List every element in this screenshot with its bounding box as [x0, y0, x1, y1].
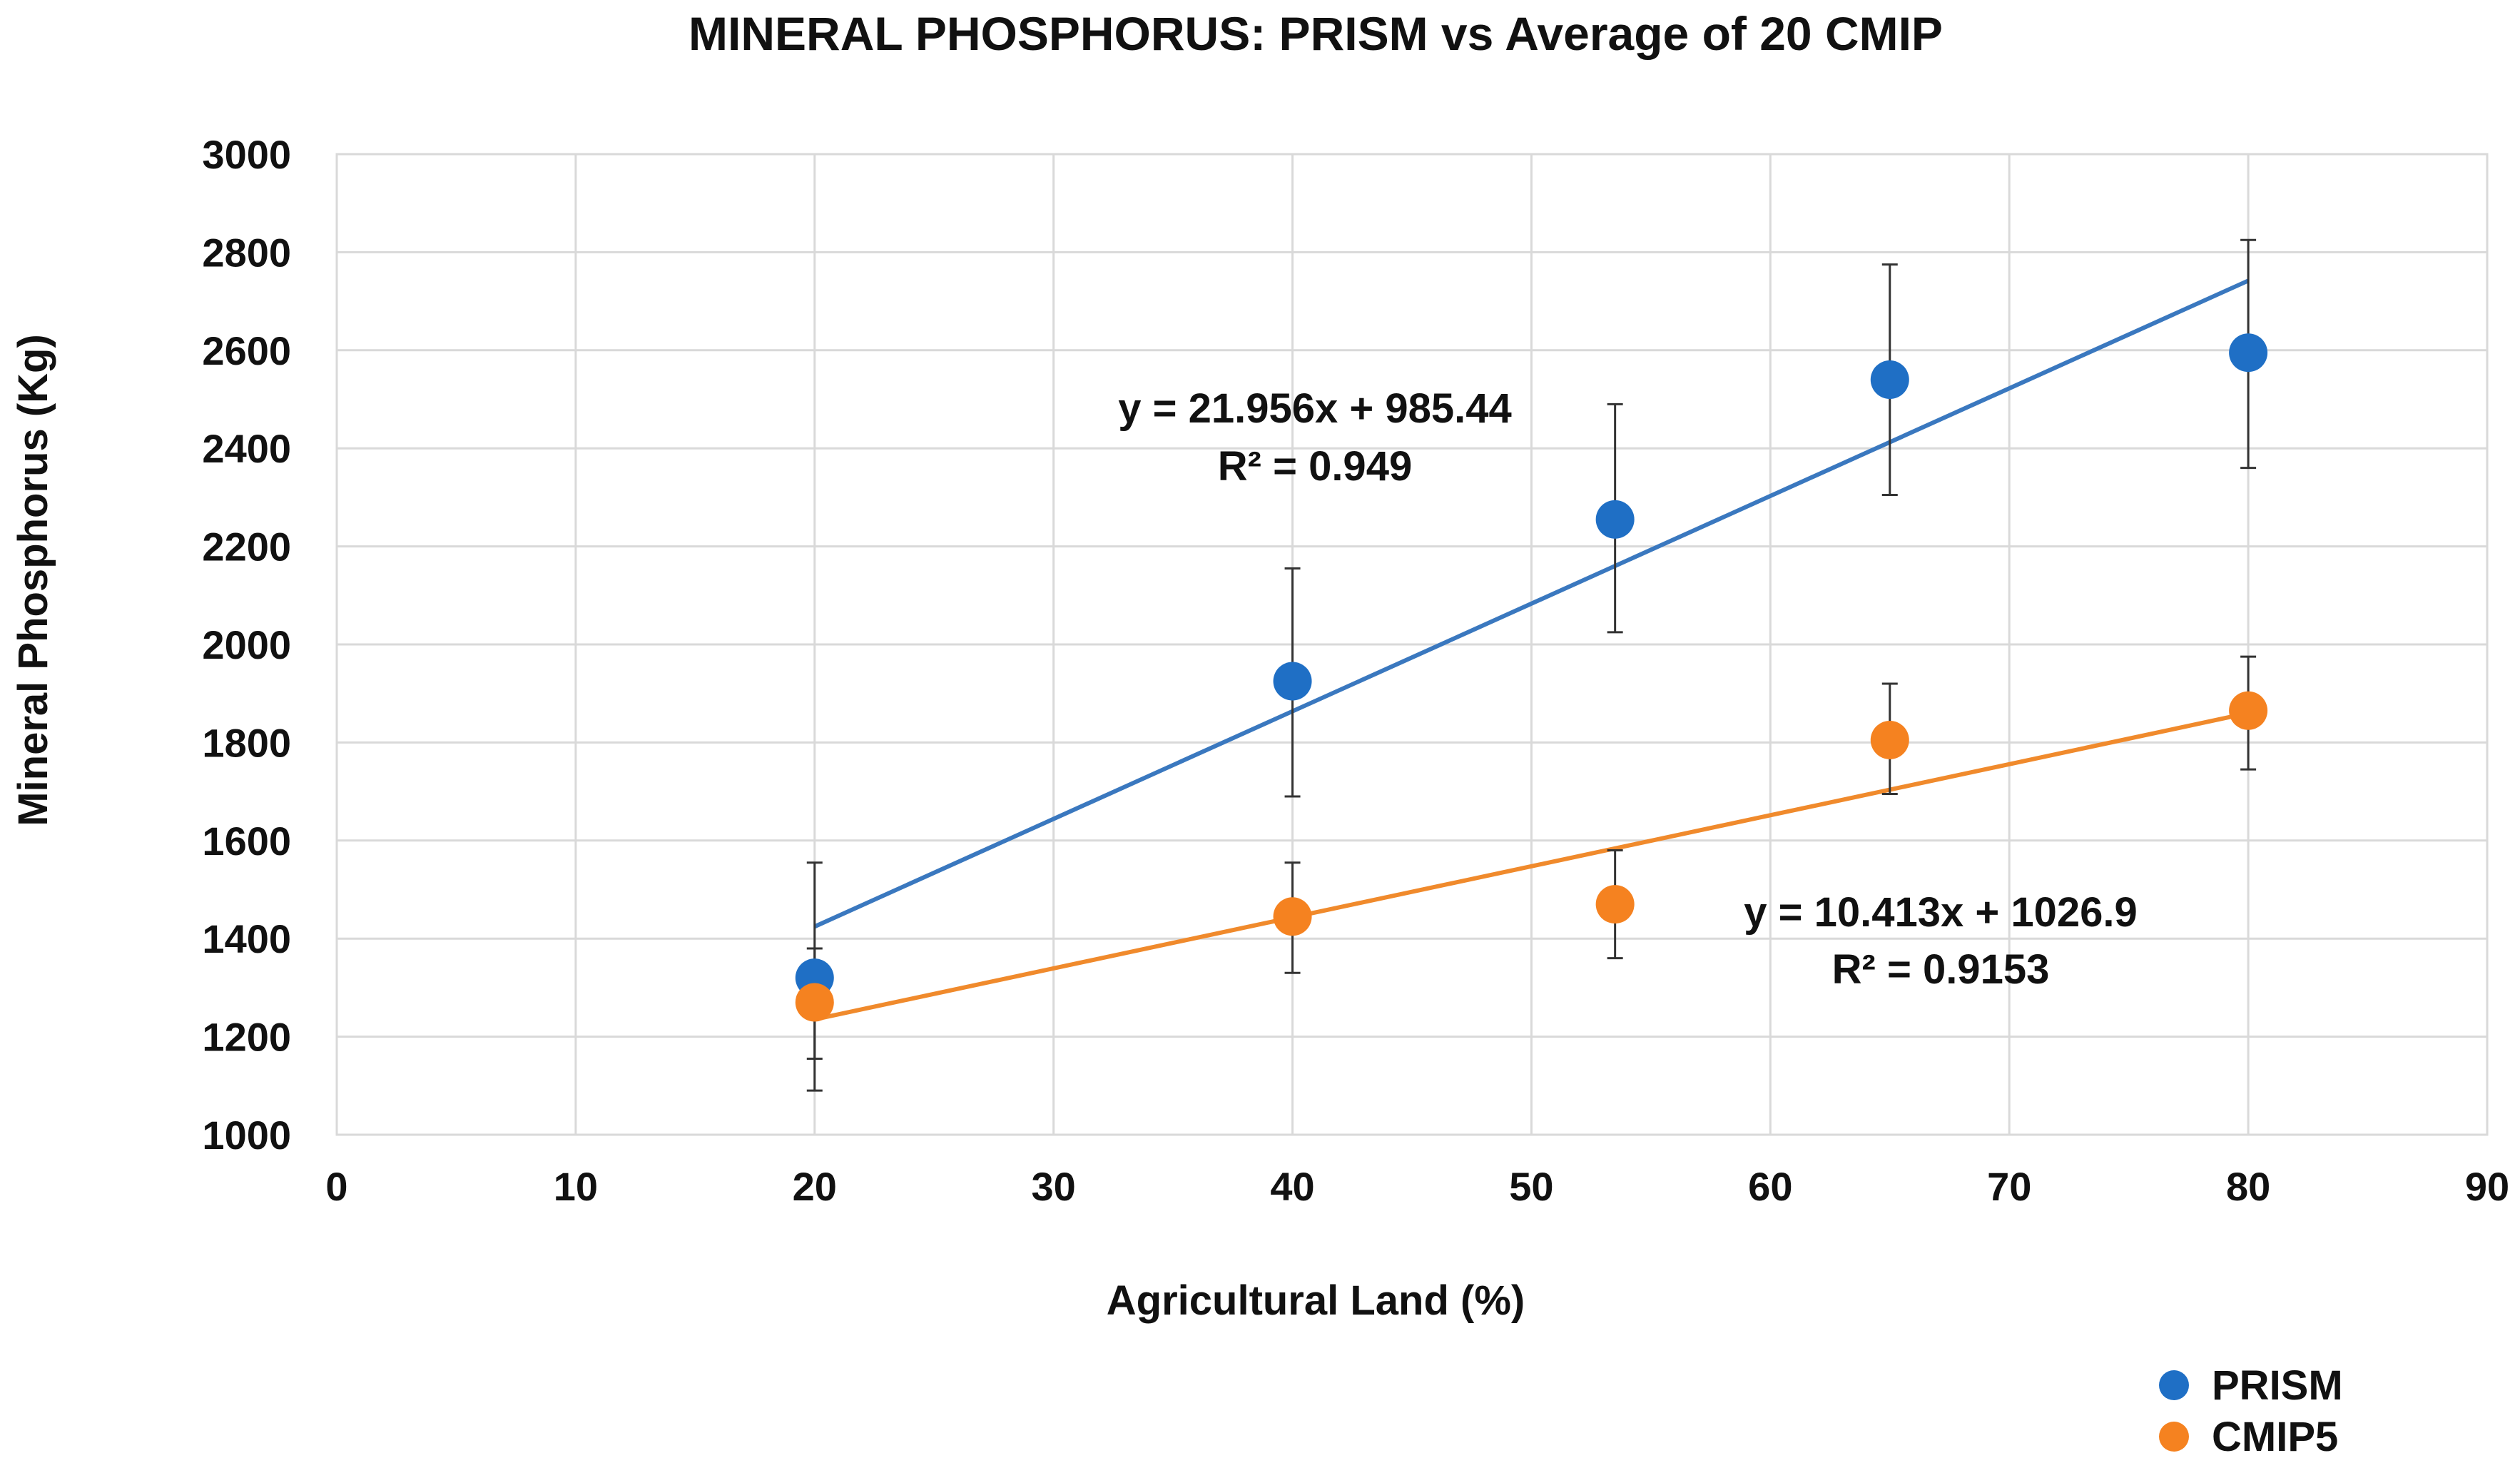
prism-r-squared: R² = 0.949 [1218, 443, 1412, 490]
x-tick-label-40: 40 [1270, 1164, 1314, 1209]
y-tick-label-2800: 2800 [202, 230, 291, 275]
x-tick-label-70: 70 [1987, 1164, 2031, 1209]
prism-point [1596, 500, 1635, 539]
grid [337, 154, 2487, 1135]
x-tick-label-10: 10 [554, 1164, 598, 1209]
y-axis-label: Mineral Phosphorus (Kg) [10, 334, 56, 826]
legend-item-cmip5: CMIP5 [2159, 1414, 2338, 1460]
legend-marker-cmip5 [2159, 1422, 2189, 1452]
axes: 0 10 20 30 40 50 60 70 80 90 1000 1200 1400 1600 1800 2… [202, 132, 2509, 1209]
cmip5-equation-annotation: y = 10.413x + 1026.9 R² = 0.9153 [1744, 889, 2138, 993]
prism-equation: y = 21.956x + 985.44 [1118, 385, 1512, 432]
legend: PRISM CMIP5 [2159, 1362, 2343, 1460]
y-tick-label-2200: 2200 [202, 525, 291, 569]
y-tick-label-1200: 1200 [202, 1015, 291, 1060]
x-tick-label-80: 80 [2226, 1164, 2270, 1209]
cmip5-r-squared: R² = 0.9153 [1832, 946, 2050, 993]
cmip5-point [1274, 897, 1312, 936]
y-tick-label-3000: 3000 [202, 132, 291, 177]
prism-equation-annotation: y = 21.956x + 985.44 R² = 0.949 [1118, 385, 1512, 490]
y-tick-label-1800: 1800 [202, 720, 291, 765]
y-tick-label-2400: 2400 [202, 426, 291, 471]
cmip5-point [1596, 885, 1635, 923]
legend-label-cmip5: CMIP5 [2212, 1414, 2338, 1460]
x-tick-label-60: 60 [1748, 1164, 1792, 1209]
legend-marker-prism [2159, 1370, 2189, 1400]
y-tick-label-2600: 2600 [202, 328, 291, 373]
cmip5-point [1871, 721, 1909, 759]
prism-point [1871, 360, 1909, 399]
x-tick-label-50: 50 [1509, 1164, 1553, 1209]
legend-label-prism: PRISM [2212, 1362, 2343, 1409]
prism-point [2229, 333, 2267, 372]
x-axis-label: Agricultural Land (%) [1107, 1277, 1525, 1324]
cmip5-equation: y = 10.413x + 1026.9 [1744, 889, 2138, 936]
x-tick-label-20: 20 [793, 1164, 837, 1209]
prism-point [1274, 662, 1312, 701]
x-tick-label-90: 90 [2465, 1164, 2509, 1209]
chart-container: MINERAL PHOSPHORUS: PRISM vs Average of … [0, 0, 2520, 1463]
y-tick-label-1000: 1000 [202, 1113, 291, 1158]
y-tick-label-2000: 2000 [202, 622, 291, 667]
cmip5-point [796, 983, 834, 1022]
legend-item-prism: PRISM [2159, 1362, 2343, 1409]
chart-title: MINERAL PHOSPHORUS: PRISM vs Average of … [689, 7, 1943, 60]
y-tick-label-1600: 1600 [202, 819, 291, 864]
scatter-chart: MINERAL PHOSPHORUS: PRISM vs Average of … [0, 0, 2520, 1463]
x-tick-label-0: 0 [325, 1164, 347, 1209]
cmip5-point [2229, 692, 2267, 730]
y-tick-label-1400: 1400 [202, 916, 291, 961]
x-tick-label-30: 30 [1032, 1164, 1076, 1209]
